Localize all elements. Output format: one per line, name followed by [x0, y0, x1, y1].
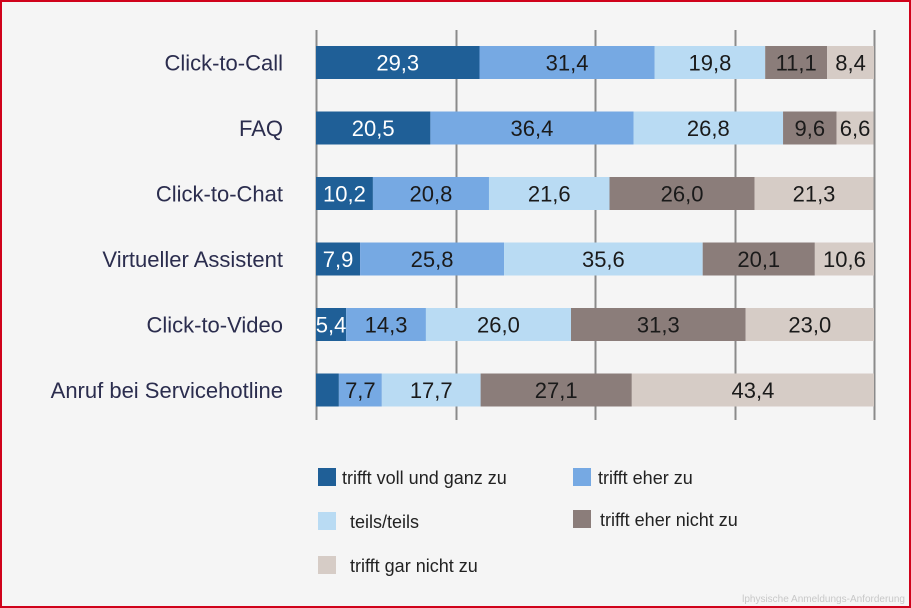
- bar-faq-trifft-voll-und-ganz-zu: [316, 111, 431, 145]
- bar-anruf-bei-servicehotline-teils-teils: [381, 373, 481, 407]
- bar-click-to-chat-trifft-gar-nicht-zu: [754, 177, 874, 210]
- bar-faq-teils-teils: [633, 111, 784, 145]
- legend-label-trifft-eher-zu: trifft eher zu: [598, 468, 693, 488]
- data-label-faq-trifft-eher-zu: 36,4: [511, 116, 554, 141]
- bar-click-to-chat-trifft-eher-zu: [372, 177, 489, 210]
- data-label-click-to-chat-teils-teils: 21,6: [528, 182, 571, 207]
- category-labels: Click-to-Call FAQ Click-to-Chat Virtueller …: [51, 51, 283, 404]
- bar-virtueller-assistent-trifft-voll-und-ganz-zu: [316, 242, 361, 276]
- data-label-click-to-video-trifft-gar-nicht-zu: 23,0: [788, 313, 831, 338]
- legend-swatch-teils-teils: [318, 512, 336, 530]
- legend-swatch-trifft-eher-zu: [573, 468, 591, 486]
- legend-swatch-trifft-gar-nicht-zu: [318, 556, 336, 574]
- watermark: lphysische Anmeldungs-Anforderung: [742, 594, 905, 605]
- bar-faq-trifft-eher-zu: [430, 111, 634, 145]
- bar-virtueller-assistent-trifft-eher-zu: [360, 242, 505, 276]
- data-label-click-to-call-trifft-eher-nicht-zu: 11,1: [776, 51, 817, 76]
- data-label-faq-trifft-eher-nicht-zu: 9,6: [795, 116, 826, 141]
- bar-click-to-call-trifft-voll-und-ganz-zu: [316, 46, 480, 79]
- category-label-faq: FAQ: [239, 116, 283, 141]
- data-label-click-to-video-trifft-voll-und-ganz-zu: 5,4: [316, 313, 347, 338]
- bar-anruf-bei-servicehotline-trifft-eher-zu: [338, 373, 382, 407]
- bar-anruf-bei-servicehotline-trifft-eher-nicht-zu: [480, 373, 632, 407]
- data-label-click-to-chat-trifft-gar-nicht-zu: 21,3: [793, 182, 836, 207]
- bar-click-to-call-teils-teils: [654, 46, 766, 79]
- bar-anruf-bei-servicehotline-trifft-voll-und-ganz-zu: [316, 373, 339, 407]
- data-label-click-to-call-trifft-voll-und-ganz-zu: 29,3: [376, 51, 419, 76]
- data-label-virtueller-assistent-trifft-eher-nicht-zu: 20,1: [737, 247, 780, 272]
- category-label-click-to-call: Click-to-Call: [164, 51, 283, 76]
- category-label-anruf-bei-servicehotline: Anruf bei Servicehotline: [51, 378, 283, 403]
- data-label-anruf-bei-servicehotline-trifft-eher-nicht-zu: 27,1: [535, 378, 578, 403]
- data-label-click-to-chat-trifft-eher-nicht-zu: 26,0: [661, 182, 704, 207]
- data-label-faq-trifft-gar-nicht-zu: 6,6: [840, 116, 871, 141]
- bar-anruf-bei-servicehotline-trifft-gar-nicht-zu: [631, 373, 874, 407]
- category-label-click-to-chat: Click-to-Chat: [156, 182, 283, 207]
- bar-virtueller-assistent-teils-teils: [504, 242, 703, 276]
- bar-click-to-call-trifft-gar-nicht-zu: [827, 46, 874, 79]
- category-label-virtueller-assistent: Virtueller Assistent: [102, 247, 283, 272]
- data-label-virtueller-assistent-teils-teils: 35,6: [582, 247, 625, 272]
- data-label-click-to-video-trifft-eher-nicht-zu: 31,3: [637, 313, 680, 338]
- legend-label-teils-teils: teils/teils: [350, 512, 419, 532]
- data-label-anruf-bei-servicehotline-trifft-eher-zu: 7,7: [345, 378, 376, 403]
- legend-label-trifft-voll-und-ganz-zu: trifft voll und ganz zu: [342, 468, 507, 488]
- bar-click-to-video-trifft-voll-und-ganz-zu: [316, 308, 347, 341]
- legend: trifft voll und ganz zu trifft eher zu tei…: [318, 468, 738, 576]
- data-label-virtueller-assistent-trifft-gar-nicht-zu: 10,6: [823, 247, 866, 272]
- bar-virtueller-assistent-trifft-gar-nicht-zu: [814, 242, 874, 276]
- bar-virtueller-assistent-trifft-eher-nicht-zu: [702, 242, 815, 276]
- legend-swatch-trifft-voll-und-ganz-zu: [318, 468, 336, 486]
- bar-click-to-call-trifft-eher-nicht-zu: [765, 46, 828, 79]
- data-label-click-to-chat-trifft-eher-zu: 20,8: [410, 182, 453, 207]
- data-label-click-to-chat-trifft-voll-und-ganz-zu: 10,2: [323, 182, 366, 207]
- legend-label-trifft-gar-nicht-zu: trifft gar nicht zu: [350, 556, 478, 576]
- category-label-click-to-video: Click-to-Video: [146, 313, 283, 338]
- data-label-virtueller-assistent-trifft-eher-zu: 25,8: [411, 247, 454, 272]
- data-label-click-to-video-teils-teils: 26,0: [477, 313, 520, 338]
- bar-click-to-video-trifft-gar-nicht-zu: [745, 308, 874, 341]
- bar-click-to-chat-trifft-eher-nicht-zu: [609, 177, 755, 210]
- bar-click-to-chat-teils-teils: [488, 177, 610, 210]
- data-label-anruf-bei-servicehotline-teils-teils: 17,7: [410, 378, 453, 403]
- data-label-anruf-bei-servicehotline-trifft-gar-nicht-zu: 43,4: [731, 378, 774, 403]
- data-label-faq-trifft-voll-und-ganz-zu: 20,5: [352, 116, 395, 141]
- bar-click-to-video-trifft-eher-nicht-zu: [571, 308, 746, 341]
- data-label-click-to-call-trifft-gar-nicht-zu: 8,4: [835, 51, 866, 76]
- bar-click-to-chat-trifft-voll-und-ganz-zu: [316, 177, 373, 210]
- bars: 29,3 31,4 19,8 11,1 8,4 20,5 36,4 26,8 9,6 6,6 10,…: [316, 46, 874, 407]
- bar-faq-trifft-gar-nicht-zu: [836, 111, 874, 145]
- bar-click-to-call-trifft-eher-zu: [479, 46, 655, 79]
- data-label-virtueller-assistent-trifft-voll-und-ganz-zu: 7,9: [323, 247, 354, 272]
- data-label-click-to-video-trifft-eher-zu: 14,3: [365, 313, 408, 338]
- data-label-click-to-call-teils-teils: 19,8: [689, 51, 732, 76]
- data-label-faq-teils-teils: 26,8: [687, 116, 730, 141]
- bar-click-to-video-trifft-eher-zu: [346, 308, 426, 341]
- legend-swatch-trifft-eher-nicht-zu: [573, 510, 591, 528]
- data-label-click-to-call-trifft-eher-zu: 31,4: [546, 51, 589, 76]
- gridlines: [315, 30, 876, 420]
- legend-label-trifft-eher-nicht-zu: trifft eher nicht zu: [600, 510, 738, 530]
- bar-faq-trifft-eher-nicht-zu: [783, 111, 837, 145]
- bar-click-to-video-teils-teils: [425, 308, 572, 341]
